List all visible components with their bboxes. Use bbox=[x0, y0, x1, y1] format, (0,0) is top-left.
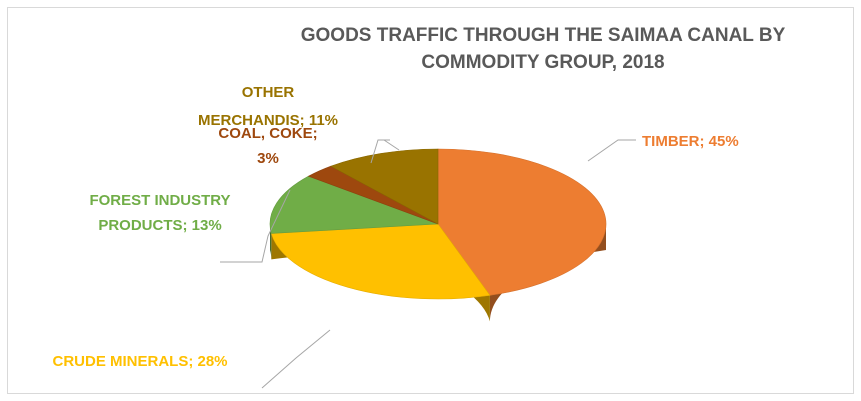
pie-slice-0 bbox=[437, 148, 607, 296]
slice-label-2-line-0: FOREST INDUSTRY bbox=[89, 192, 230, 209]
pie-slice-4 bbox=[330, 148, 439, 225]
slice-labels: TIMBER; 45% CRUDE MINERALS; 28% FOREST IND… bbox=[52, 84, 738, 370]
slice-label-3-line-1: 3% bbox=[257, 150, 279, 167]
leader-line-0 bbox=[587, 139, 636, 162]
slice-label-1-line-0: CRUDE MINERALS; 28% bbox=[52, 353, 227, 370]
slice-label-3-line-0: COAL, COKE; bbox=[218, 125, 317, 142]
leader-line-4 bbox=[383, 139, 400, 151]
pie-slice-1 bbox=[270, 223, 491, 300]
chart-title: GOODS TRAFFIC THROUGH THE SAIMAA CANAL B… bbox=[238, 22, 848, 76]
slice-label-4-line-0: OTHER bbox=[242, 84, 295, 101]
slice-label-4-line-1: MERCHANDIS; 11% bbox=[198, 112, 338, 129]
chart-title-line-1: GOODS TRAFFIC THROUGH THE SAIMAA CANAL B… bbox=[300, 25, 786, 46]
pie-slice-2 bbox=[269, 175, 439, 234]
chart-title-line-2: COMMODITY GROUP, 2018 bbox=[421, 52, 665, 73]
leader-line-3 bbox=[370, 139, 390, 164]
slice-label-0-line-0: TIMBER; 45% bbox=[642, 133, 739, 150]
leader-lines bbox=[220, 139, 636, 389]
leader-line-2 bbox=[220, 189, 291, 263]
slice-label-2-line-1: PRODUCTS; 13% bbox=[98, 217, 221, 234]
chart-frame: GOODS TRAFFIC THROUGH THE SAIMAA CANAL B… bbox=[7, 7, 854, 394]
pie-tops bbox=[269, 148, 607, 300]
leader-line-1 bbox=[261, 329, 331, 389]
